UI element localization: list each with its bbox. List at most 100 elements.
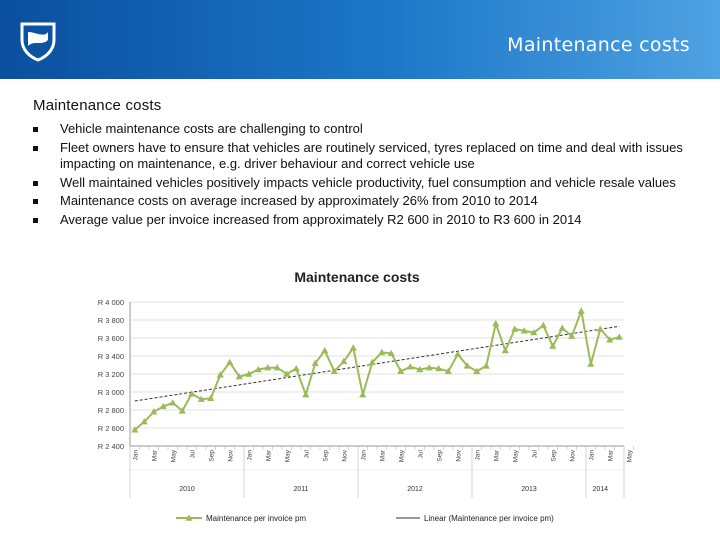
x-tick-label: May [398, 449, 405, 462]
data-point [435, 365, 443, 372]
year-label: 2011 [293, 486, 308, 493]
data-point [140, 418, 148, 425]
data-point [416, 365, 424, 373]
data-point [549, 342, 557, 349]
data-point [349, 344, 357, 351]
data-point [169, 399, 177, 406]
bullet-text: Fleet owners have to ensure that vehicle… [60, 139, 683, 172]
x-tick-label: Mar [265, 449, 272, 461]
x-tick-label: Mar [379, 449, 386, 461]
bullet-marker-icon [33, 199, 38, 204]
data-point [492, 320, 500, 327]
x-tick-label: Jul [531, 449, 538, 458]
data-point [150, 408, 158, 415]
y-tick-label: R 3 800 [98, 316, 124, 325]
data-point [330, 367, 338, 374]
year-label: 2013 [521, 486, 537, 493]
chart-title: Maintenance costs [294, 269, 419, 285]
data-point [254, 365, 262, 373]
data-point [235, 373, 243, 380]
data-point [226, 358, 234, 365]
data-point [321, 347, 329, 354]
data-point [482, 362, 490, 369]
data-point [463, 362, 471, 369]
data-point [606, 336, 614, 343]
data-point [444, 367, 452, 374]
y-tick-label: R 3 600 [98, 334, 124, 343]
data-point [539, 321, 547, 329]
data-point [530, 329, 538, 336]
data-point [273, 364, 281, 371]
data-point [587, 360, 595, 367]
data-point [406, 363, 414, 370]
x-tick-label: Sep [322, 450, 329, 462]
bullet-item: Well maintained vehicles positively impa… [33, 175, 693, 192]
data-point [387, 349, 395, 356]
bullet-marker-icon [33, 180, 38, 186]
data-point [264, 364, 272, 371]
slide-title: Maintenance costs [507, 34, 690, 56]
y-tick-label: R 2 400 [98, 442, 124, 451]
data-point [397, 367, 405, 374]
x-tick-label: Sep [208, 450, 215, 462]
data-point [577, 307, 585, 314]
x-tick-label: May [512, 449, 519, 462]
bullet-marker-icon [33, 145, 38, 151]
bullet-item: Average value per invoice increased from… [33, 212, 693, 229]
x-tick-label: Jan [360, 450, 367, 461]
data-point [159, 402, 167, 410]
x-tick-label: Nov [569, 449, 576, 461]
legend-series-marker [185, 514, 193, 521]
bullet-text: Vehicle maintenance costs are challengin… [60, 121, 363, 136]
legend-series-label: Maintenance per invoice pm [206, 514, 306, 523]
section-heading: Maintenance costs [33, 97, 162, 114]
data-point [292, 365, 300, 372]
data-point [188, 390, 196, 397]
y-tick-label: R 2 600 [98, 424, 124, 433]
data-point [511, 325, 519, 332]
bullet-item: Vehicle maintenance costs are challengin… [33, 121, 693, 138]
bullet-item: Fleet owners have to ensure that vehicle… [33, 140, 693, 173]
x-tick-label: Jan [588, 450, 595, 461]
bullet-marker-icon [33, 127, 38, 132]
x-tick-label: Mar [151, 449, 158, 461]
y-tick-label: R 4 000 [98, 298, 124, 307]
x-tick-label: Nov [455, 449, 462, 461]
year-label: 2014 [592, 486, 608, 493]
data-point [178, 407, 186, 414]
x-tick-label: Nov [227, 449, 234, 461]
x-tick-label: Jul [303, 449, 310, 458]
x-tick-label: May [170, 449, 177, 462]
data-point [283, 370, 291, 377]
data-point [454, 350, 462, 357]
data-point [302, 391, 310, 398]
data-point [558, 324, 566, 331]
x-tick-label: Sep [550, 450, 557, 462]
trend-line [134, 325, 620, 402]
data-point [207, 394, 215, 401]
data-point [340, 357, 348, 365]
bullet-text: Average value per invoice increased from… [60, 211, 582, 227]
x-tick-label: Sep [436, 450, 443, 462]
year-label: 2012 [407, 486, 423, 493]
data-point [615, 333, 623, 340]
series-line [134, 307, 620, 431]
y-tick-label: R 2 800 [98, 406, 124, 415]
header-banner: Maintenance costs [0, 0, 720, 79]
bullet-text: Well maintained vehicles positively impa… [60, 174, 676, 190]
x-tick-label: Jul [417, 449, 424, 458]
data-point [245, 370, 253, 377]
data-point [378, 348, 386, 356]
x-tick-label: Jan [132, 450, 139, 461]
x-tick-label: Jan [246, 450, 253, 461]
data-point [568, 332, 576, 339]
data-point [520, 327, 528, 334]
data-point [473, 367, 481, 374]
bullet-text: Maintenance costs on average increased b… [60, 193, 538, 208]
data-point [425, 364, 433, 371]
y-tick-label: R 3 200 [98, 370, 124, 379]
data-point [596, 325, 604, 332]
x-tick-label: Mar [493, 449, 500, 461]
x-tick-label: Nov [341, 449, 348, 461]
data-point [131, 426, 139, 433]
